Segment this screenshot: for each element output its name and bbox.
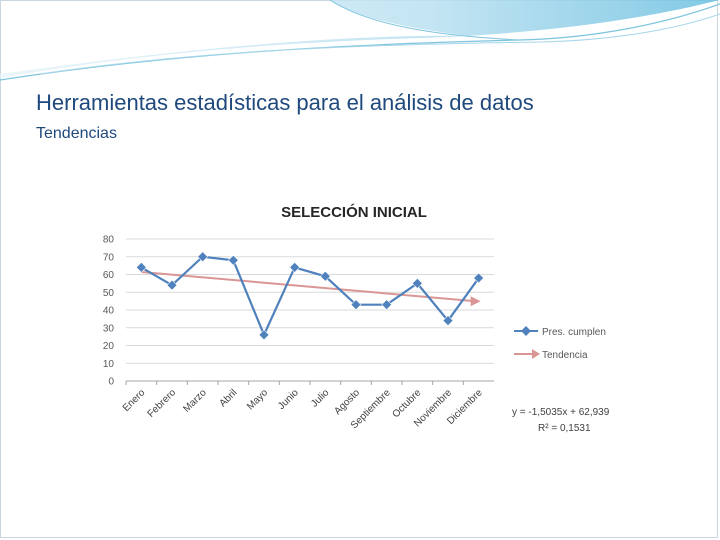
y-tick-label: 20 xyxy=(103,341,115,352)
y-tick-label: 30 xyxy=(103,323,115,334)
data-point xyxy=(136,262,147,273)
data-point xyxy=(473,272,484,284)
trend-line-group xyxy=(141,270,481,307)
y-tick-label: 80 xyxy=(103,235,115,246)
legend-trend-arrow xyxy=(532,349,540,359)
legend-series-label: Pres. cumplen xyxy=(542,327,606,338)
data-point xyxy=(350,299,362,310)
y-tick-label: 0 xyxy=(108,377,114,388)
data-point xyxy=(197,251,208,263)
series-line xyxy=(140,255,480,338)
trend-r-squared: R² = 0,1531 xyxy=(538,423,591,434)
y-tick-label: 40 xyxy=(103,306,115,317)
y-tick-label: 60 xyxy=(103,270,115,281)
chart-background xyxy=(94,195,628,450)
chart-title: SELECCIÓN INICIAL xyxy=(281,203,427,221)
data-point xyxy=(320,270,331,282)
data-point xyxy=(258,329,270,341)
data-point xyxy=(412,278,423,289)
legend: Pres. cumplen Tendencia xyxy=(514,326,606,361)
y-tick-label: 70 xyxy=(103,252,115,263)
trend-equation: y = -1,5035x + 62,939 xyxy=(512,407,610,418)
slide-title: Herramientas estadísticas para el anális… xyxy=(36,90,534,115)
trend-line xyxy=(141,270,473,303)
data-point xyxy=(381,299,392,310)
data-point xyxy=(228,254,239,266)
legend-series-marker xyxy=(521,326,531,336)
data-point xyxy=(166,279,178,291)
series-group xyxy=(136,251,484,341)
y-tick-label: 10 xyxy=(103,359,115,370)
header-swoosh-decoration xyxy=(0,0,720,81)
y-axis-ticks: 0 10 20 30 40 50 60 70 80 xyxy=(103,235,115,388)
y-tick-label: 50 xyxy=(103,288,115,299)
slide-subtitle: Tendencias xyxy=(36,125,117,142)
trend-arrow xyxy=(470,296,481,307)
legend-trend-label: Tendencia xyxy=(542,350,588,361)
data-point xyxy=(442,315,454,326)
data-point xyxy=(289,262,300,273)
